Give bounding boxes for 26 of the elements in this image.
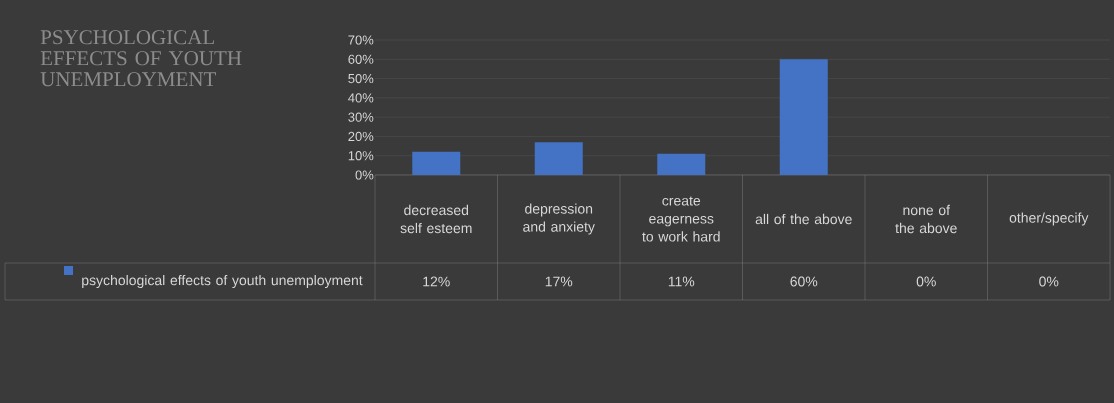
y-tick-label: 50%: [348, 73, 374, 84]
y-tick-label: 40%: [348, 93, 374, 103]
x-tick-label: other/specify: [1009, 212, 1089, 226]
data-label: 12%: [423, 276, 450, 287]
bar: [779, 59, 828, 175]
bar: [412, 151, 461, 175]
y-tick-label: 0%: [355, 170, 374, 180]
y-tick-label: 60%: [348, 54, 374, 64]
y-tick-label: 30%: [348, 112, 374, 122]
bar: [534, 142, 583, 175]
bar: [657, 153, 706, 175]
y-tick-label: 10%: [348, 151, 374, 161]
data-label: 11%: [668, 276, 695, 287]
data-label: 0%: [1039, 276, 1059, 287]
y-tick-label: 70%: [348, 35, 374, 45]
data-label: 17%: [545, 276, 573, 287]
x-tick-label: none of the above: [895, 204, 957, 234]
data-label: 60%: [790, 276, 818, 287]
x-tick-label: create eagerness to work hard: [642, 196, 720, 242]
x-tick-label: depression and anxiety: [523, 203, 595, 235]
data-label: 0%: [916, 276, 936, 287]
x-tick-label: decreased self esteem: [400, 204, 472, 234]
x-tick-label: all of the above: [755, 213, 852, 225]
text: PSYCHOLOGICAL EFFECTS OF YOUTH UNEMPLOYMENT: [40, 30, 242, 87]
y-tick-label: 20%: [348, 131, 374, 142]
legend-label: psychological effects of youth unemployment: [82, 274, 363, 289]
